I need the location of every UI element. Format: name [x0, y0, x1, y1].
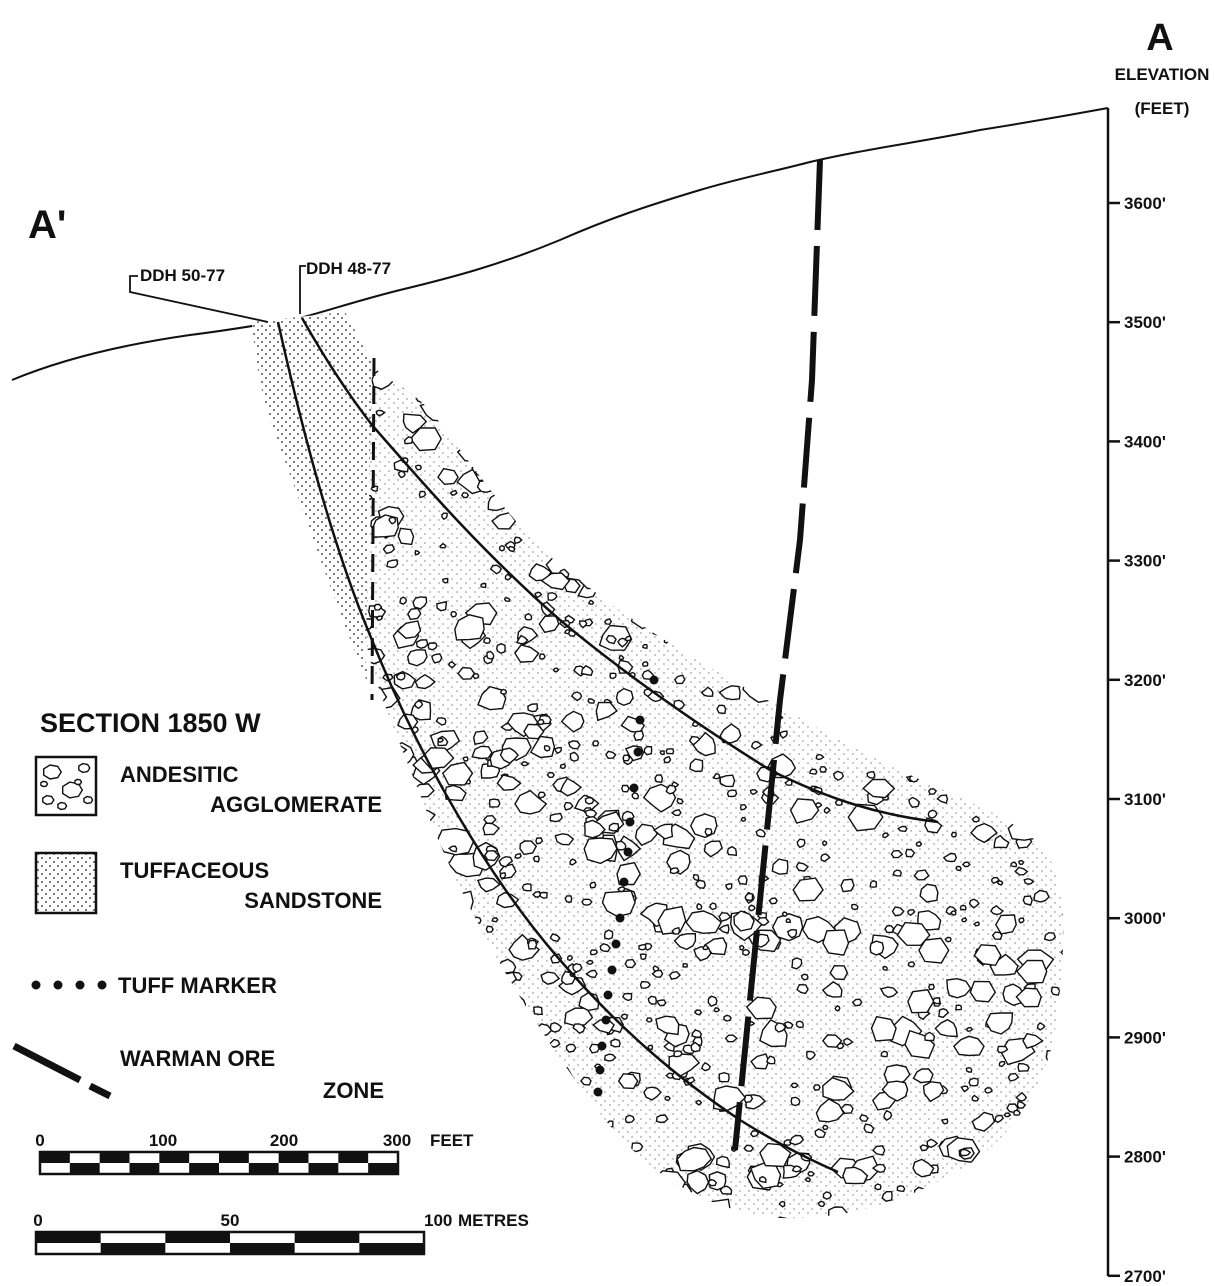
legend-tuff-marker-label: TUFF MARKER: [118, 973, 277, 998]
legend-ore-zone-line1: WARMAN ORE: [120, 1046, 275, 1071]
legend-ore-zone-line2: ZONE: [323, 1078, 384, 1103]
section-end-left-label: A': [28, 203, 66, 247]
ddh-48-77-label: DDH 48-77: [306, 259, 391, 278]
elevation-tick-label: 3400': [1124, 432, 1166, 451]
scale-feet-unit: FEET: [430, 1131, 474, 1150]
legend-sandstone-line2: SANDSTONE: [244, 888, 382, 913]
scale-feet-200: 200: [270, 1131, 298, 1150]
section-end-right-label: A: [1146, 17, 1173, 59]
elevation-tick-label: 3200': [1124, 671, 1166, 690]
scale-bar-feet: 0 100 200 300 FEET: [35, 1131, 474, 1176]
scale-feet-100: 100: [149, 1131, 177, 1150]
tuff-marker-line: [593, 675, 659, 1097]
ddh-50-77-label: DDH 50-77: [140, 266, 225, 285]
scale-feet-0: 0: [35, 1131, 44, 1150]
elevation-tick-label: 3500': [1124, 313, 1166, 332]
legend-agglomerate-line2: AGGLOMERATE: [210, 792, 382, 817]
legend: SECTION 1850 W ANDESITIC AGGLOMERATE TUF…: [12, 708, 384, 1103]
scale-bar-metres: 0 50 100 METRES: [33, 1211, 529, 1256]
drill-hole-48-77-trace: [300, 317, 939, 824]
dot-stipple-pattern-icon: [34, 851, 98, 915]
scale-metres-unit: METRES: [458, 1211, 529, 1230]
ground-surface-line: [11, 107, 1109, 381]
legend-sandstone-line1: TUFFACEOUS: [120, 858, 269, 883]
scale-feet-300: 300: [383, 1131, 411, 1150]
elevation-tick-label: 2800': [1124, 1148, 1166, 1167]
elevation-tick-label: 3300': [1124, 552, 1166, 571]
scale-metres-0: 0: [33, 1211, 42, 1230]
elevation-tick-label: 3600': [1124, 194, 1166, 213]
ddh-50-77-leader: [129, 275, 269, 323]
dotted-line-icon: [31, 980, 107, 990]
scale-metres-100: 100: [424, 1211, 452, 1230]
tuffaceous-sandstone-unit: [252, 312, 375, 700]
legend-title: SECTION 1850 W: [40, 708, 261, 738]
dashed-heavy-line-icon: [12, 1042, 112, 1100]
elevation-tick-label: 2900': [1124, 1028, 1166, 1047]
elevation-axis-unit: (FEET): [1135, 99, 1190, 118]
warman-ore-zone-line: [732, 159, 823, 1151]
elevation-axis-title: ELEVATION: [1115, 65, 1210, 84]
ddh-48-77-leader: [299, 265, 306, 314]
scale-metres-50: 50: [221, 1211, 240, 1230]
legend-agglomerate-line1: ANDESITIC: [120, 762, 239, 787]
elevation-tick-label: 2700': [1124, 1267, 1166, 1286]
elevation-tick-label: 3100': [1124, 790, 1166, 809]
elevation-tick-label: 3000': [1124, 909, 1166, 928]
andesitic-agglomerate-unit: [366, 362, 1064, 1219]
